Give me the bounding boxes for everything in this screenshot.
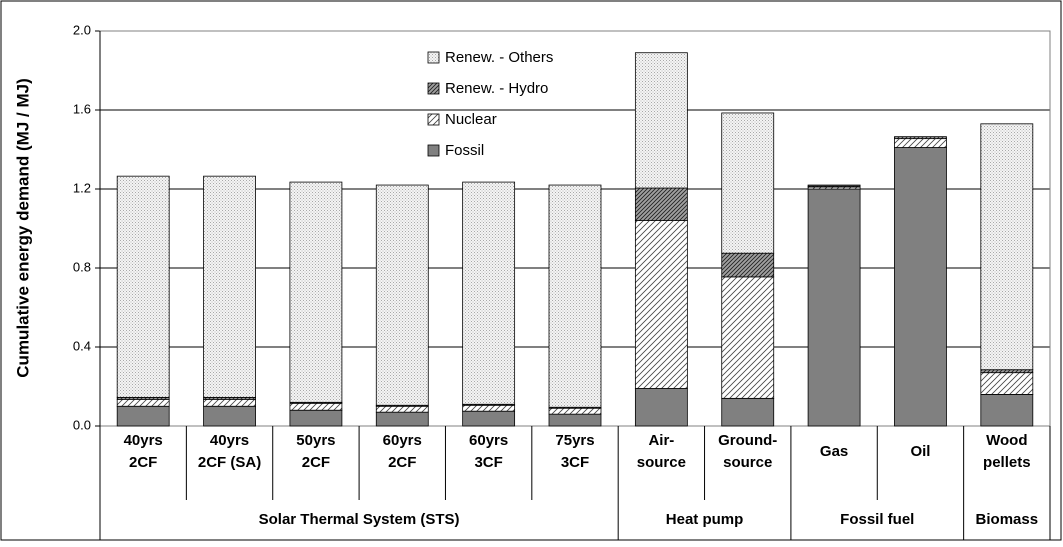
- bar-segment: [894, 136, 947, 140]
- y-tick-label: 0.8: [73, 259, 91, 274]
- y-tick-label: 1.6: [73, 101, 91, 116]
- legend-swatch: [427, 82, 440, 95]
- bar-segment: [203, 398, 256, 407]
- x-tick-label: source: [723, 454, 772, 471]
- bar-segment: [375, 411, 429, 427]
- bar-segment: [980, 369, 1034, 374]
- bar-segment: [289, 409, 343, 427]
- legend-label: Renew. - Hydro: [445, 80, 548, 97]
- bar-segment: [116, 175, 170, 398]
- x-tick-label: 2CF (SA): [198, 454, 261, 471]
- y-tick-label: 0.4: [73, 338, 91, 353]
- bar-segment: [980, 393, 1034, 427]
- bar-segment: [548, 413, 602, 427]
- legend-swatch: [427, 113, 440, 126]
- x-tick-label: source: [637, 454, 686, 471]
- x-tick-label: Air-: [648, 432, 674, 449]
- legend-label: Nuclear: [445, 111, 497, 128]
- legend-swatch: [427, 51, 440, 64]
- x-tick-label: 2CF: [129, 454, 157, 471]
- group-label: Solar Thermal System (STS): [259, 511, 460, 528]
- group-label: Fossil fuel: [840, 511, 914, 528]
- legend-label: Fossil: [445, 142, 484, 159]
- bar-segment: [634, 52, 688, 189]
- y-tick-label: 0.0: [73, 417, 91, 432]
- x-tick-label: 2CF: [302, 454, 330, 471]
- bar-segment: [375, 184, 429, 406]
- legend-swatch: [427, 144, 440, 157]
- bar-segment: [721, 252, 775, 278]
- bar-segment: [289, 402, 343, 411]
- bar-segment: [462, 181, 516, 405]
- legend-label: Renew. - Others: [445, 49, 553, 66]
- group-label: Heat pump: [666, 511, 744, 528]
- bar-segment: [116, 405, 170, 427]
- bar-segment: [116, 398, 170, 407]
- bar-segment: [807, 184, 861, 187]
- bar-segment: [548, 407, 602, 415]
- bar-segment: [462, 410, 516, 427]
- x-tick-label: Gas: [820, 443, 848, 460]
- x-tick-label: 3CF: [474, 454, 502, 471]
- x-tick-label: Oil: [910, 443, 930, 460]
- bar-segment: [894, 138, 947, 148]
- bar-segment: [634, 388, 688, 427]
- bar-segment: [721, 112, 775, 254]
- bar-segment: [721, 276, 775, 399]
- y-tick-label: 2.0: [73, 22, 91, 37]
- bar-segment: [375, 405, 429, 413]
- x-tick-label: 2CF: [388, 454, 416, 471]
- x-tick-label: 40yrs: [124, 432, 163, 449]
- bar-segment: [721, 397, 775, 427]
- x-tick-label: 40yrs: [210, 432, 249, 449]
- bar-segment: [894, 147, 947, 427]
- x-tick-label: 60yrs: [383, 432, 422, 449]
- bar-segment: [548, 184, 602, 408]
- group-label: Biomass: [976, 511, 1039, 528]
- bar-segment: [289, 181, 343, 403]
- x-tick-label: 50yrs: [296, 432, 335, 449]
- bar-segment: [980, 372, 1034, 395]
- y-tick-label: 1.2: [73, 180, 91, 195]
- bar-segment: [203, 175, 256, 398]
- bar-segment: [203, 405, 256, 427]
- bar-segment: [634, 187, 688, 221]
- x-tick-label: 60yrs: [469, 432, 508, 449]
- bar-segment: [807, 188, 861, 427]
- x-tick-label: 75yrs: [555, 432, 594, 449]
- x-tick-label: 3CF: [561, 454, 589, 471]
- bar-segment: [634, 220, 688, 389]
- bar-segment: [462, 404, 516, 412]
- x-tick-label: Wood: [986, 432, 1027, 449]
- bar-segment: [980, 123, 1034, 371]
- x-tick-label: pellets: [983, 454, 1031, 471]
- x-tick-label: Ground-: [718, 432, 777, 449]
- y-axis-label: Cumulative energy demand (MJ / MJ): [13, 78, 32, 377]
